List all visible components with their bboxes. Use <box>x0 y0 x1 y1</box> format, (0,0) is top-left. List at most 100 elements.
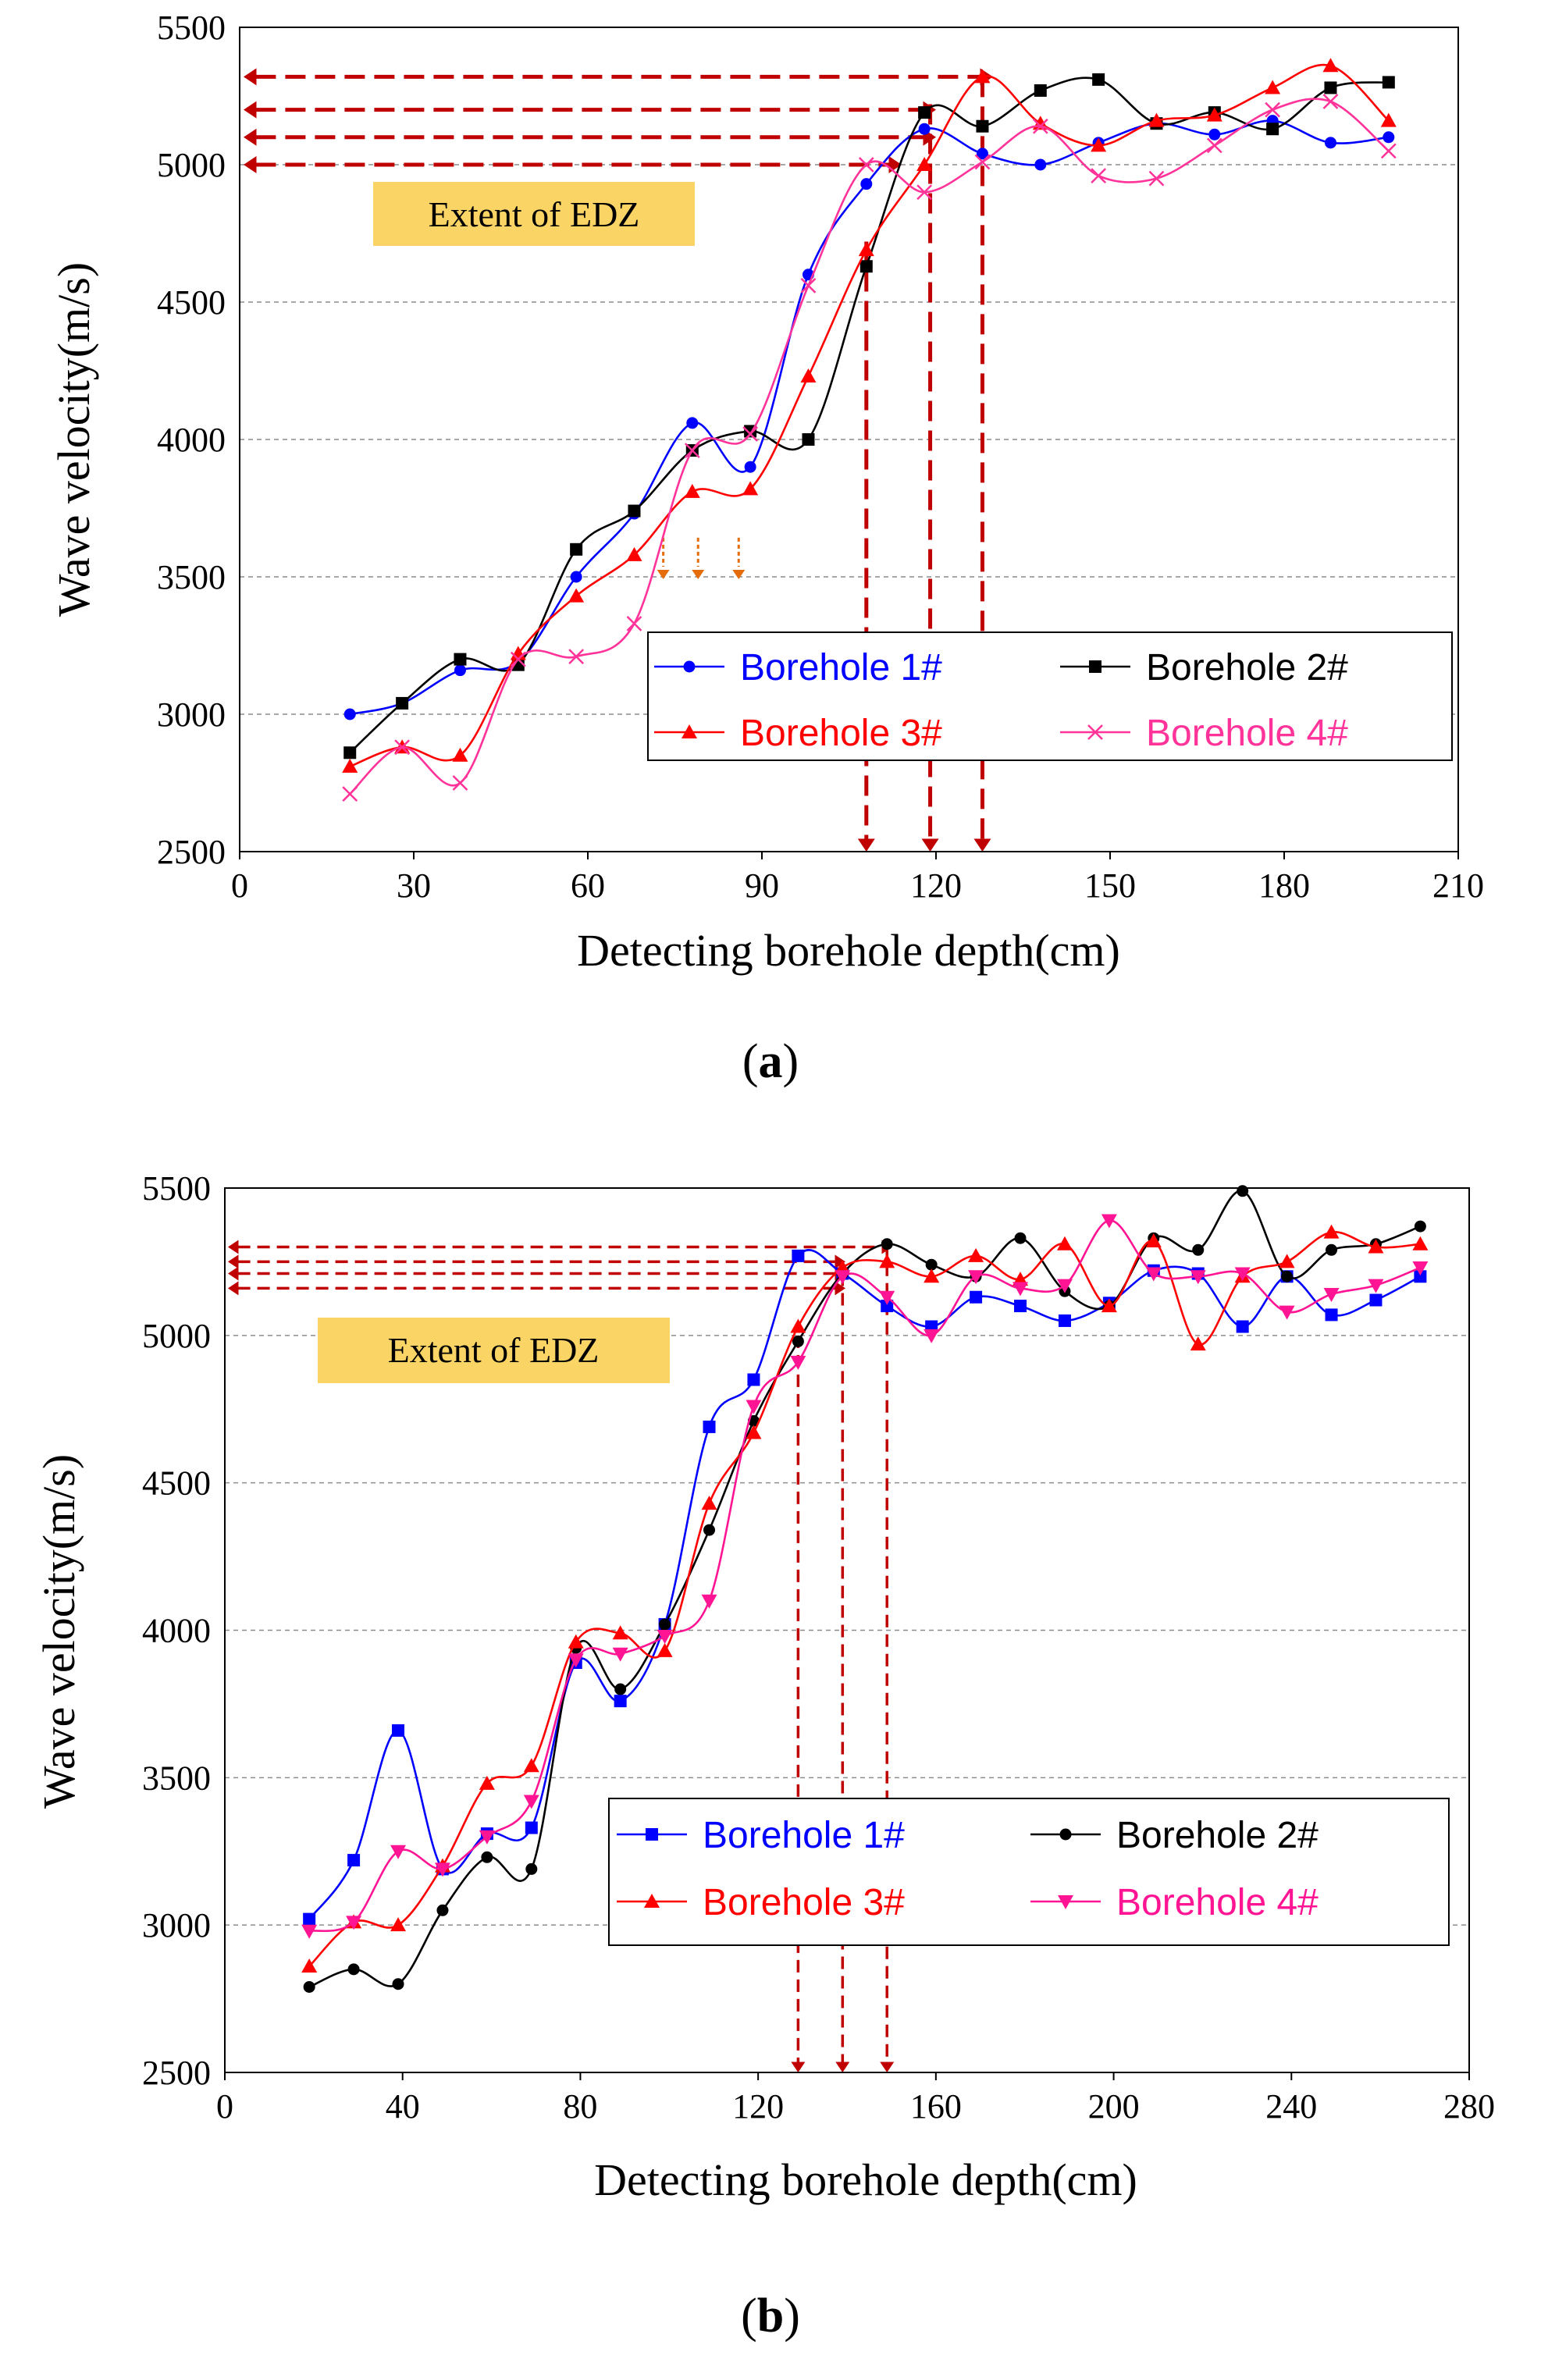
y-tick-label: 3000 <box>142 1906 211 1944</box>
y-tick-label: 4000 <box>142 1612 211 1650</box>
data-point <box>924 1268 940 1283</box>
data-point <box>684 443 700 458</box>
data-point <box>342 786 358 802</box>
data-point <box>1368 1279 1384 1293</box>
legend: Borehole 1# Borehole 2# Borehole 3# Borehol… <box>647 631 1453 761</box>
data-point <box>343 708 356 720</box>
data-point <box>1148 170 1165 187</box>
series-borehole-4- <box>342 94 1397 802</box>
data-point <box>802 433 815 446</box>
x-tick-labels: 0 30 60 90 120 150 180 210 <box>231 852 1484 905</box>
data-point <box>835 1270 851 1285</box>
data-point <box>684 483 700 498</box>
data-point <box>916 184 933 201</box>
minor-arrow-head <box>732 569 746 579</box>
y-tick-label: 5500 <box>157 9 226 47</box>
data-point <box>1034 158 1047 171</box>
y-tick-label: 3500 <box>157 558 226 596</box>
data-point <box>1326 1243 1338 1256</box>
data-point <box>1383 131 1395 144</box>
edz-label-box <box>373 182 695 246</box>
legend-marker <box>1059 1828 1072 1841</box>
data-point <box>881 1238 893 1250</box>
x-tick-label: 90 <box>745 866 779 905</box>
data-point <box>1380 143 1397 159</box>
data-point <box>925 1258 938 1271</box>
data-point <box>346 1916 362 1930</box>
data-point <box>1369 1293 1383 1307</box>
data-point <box>858 242 874 257</box>
data-point <box>1322 58 1339 73</box>
data-point <box>628 504 641 518</box>
edz-arrow-head <box>228 1240 239 1254</box>
data-point <box>568 1634 584 1649</box>
data-point <box>454 664 466 677</box>
edz-arrow-head <box>835 2062 850 2072</box>
data-point <box>1322 94 1339 109</box>
chart-panel-a: 2500 3000 3500 4000 4500 5000 5500 0 30 60 90 120 1… <box>48 9 1484 1088</box>
data-point <box>790 1355 806 1370</box>
legend-marker <box>1058 1895 1073 1909</box>
data-point <box>1414 1220 1426 1233</box>
data-point <box>879 1254 895 1268</box>
edz-label-box <box>318 1318 670 1383</box>
data-point <box>392 1724 405 1737</box>
data-point <box>703 1420 716 1433</box>
data-point <box>1013 1282 1029 1297</box>
x-tick-labels: 0 40 80 120 160 200 240 280 <box>216 2072 1495 2126</box>
chart-panel-b: 2500 3000 3500 4000 4500 5000 5500 0 40 80 120 160… <box>34 1169 1495 2343</box>
y-axis-title: Wave velocity(m/s) <box>34 1454 84 1809</box>
data-point <box>742 426 759 442</box>
data-point <box>479 1775 495 1790</box>
data-point <box>1281 1270 1294 1282</box>
legend-box <box>608 1798 1450 1946</box>
data-point <box>452 747 468 762</box>
data-point <box>1014 1300 1027 1313</box>
panel-label-a: (a) <box>742 1035 799 1088</box>
data-point <box>1014 1232 1027 1244</box>
data-point <box>968 1247 984 1262</box>
data-point <box>790 1318 806 1333</box>
data-point <box>343 746 357 760</box>
data-point <box>523 1795 539 1809</box>
data-point <box>1414 1270 1427 1283</box>
y-tick-label: 4500 <box>157 283 226 322</box>
data-point <box>1323 1287 1340 1302</box>
y-tick-label: 4500 <box>142 1464 211 1503</box>
data-point <box>1265 80 1281 94</box>
data-point <box>347 1854 361 1867</box>
series-line <box>308 1190 1421 1988</box>
legend-marker <box>683 660 696 673</box>
data-point <box>1412 1236 1429 1250</box>
data-point <box>970 1290 983 1304</box>
plot-area-border <box>239 27 1459 852</box>
data-point <box>701 1594 717 1609</box>
data-point <box>1148 112 1165 127</box>
data-point <box>1412 1261 1429 1275</box>
legend-label: Borehole 3# <box>740 713 942 754</box>
legend-marker <box>644 1894 660 1908</box>
data-point <box>1192 1243 1205 1256</box>
data-point <box>1206 137 1222 154</box>
data-point <box>742 481 759 496</box>
data-point <box>1206 107 1222 122</box>
legend-label: Borehole 2# <box>1116 1815 1319 1856</box>
y-axis-title: Wave velocity(m/s) <box>48 262 99 617</box>
data-point <box>1324 137 1336 149</box>
data-point <box>523 1758 539 1773</box>
legend-label: Borehole 1# <box>703 1815 905 1856</box>
x-tick-label: 280 <box>1443 2087 1495 2126</box>
y-tick-labels: 2500 3000 3500 4000 4500 5000 5500 <box>142 1169 211 2092</box>
x-axis-title: Detecting borehole depth(cm) <box>594 2154 1137 2205</box>
data-point <box>1092 73 1105 86</box>
data-point <box>510 651 526 667</box>
data-point <box>659 1618 671 1631</box>
data-point <box>342 758 358 773</box>
data-point <box>879 1290 895 1305</box>
panel-letter: b <box>757 2289 784 2343</box>
data-point <box>1091 168 1107 183</box>
y-tick-label: 3500 <box>142 1759 211 1797</box>
x-tick-label: 200 <box>1088 2087 1140 2126</box>
legend: Borehole 1# Borehole 2# Borehole 3# Borehol… <box>608 1798 1450 1946</box>
data-point <box>452 775 468 791</box>
